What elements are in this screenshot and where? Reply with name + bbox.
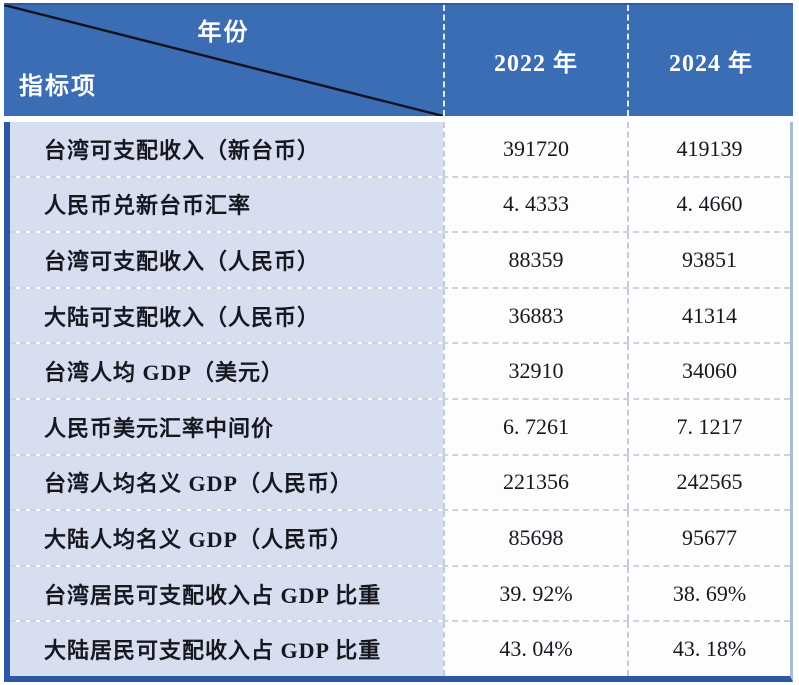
table-body: 台湾可支配收入（新台币） 391720 419139 人民币兑新台币汇率 4. … bbox=[4, 122, 793, 682]
row-indicator-label: 大陆居民可支配收入占 GDP 比重 bbox=[10, 622, 443, 676]
row-value-2022: 32910 bbox=[443, 344, 627, 398]
table-row: 人民币美元汇率中间价 6. 7261 7. 1217 bbox=[10, 397, 790, 454]
row-indicator-label: 人民币美元汇率中间价 bbox=[10, 399, 443, 454]
table-header: 年份 指标项 2022 年 2024 年 bbox=[4, 3, 793, 116]
table-row: 台湾人均 GDP（美元） 32910 34060 bbox=[10, 342, 790, 398]
table-row: 大陆居民可支配收入占 GDP 比重 43. 04% 43. 18% bbox=[10, 620, 790, 676]
row-value-2022: 221356 bbox=[443, 455, 627, 510]
header-col-2022: 2022 年 bbox=[443, 5, 627, 116]
row-value-2024: 38. 69% bbox=[627, 566, 790, 621]
table-row: 台湾可支配收入（新台币） 391720 419139 bbox=[10, 122, 790, 176]
row-indicator-label: 台湾可支配收入（新台币） bbox=[10, 122, 443, 176]
row-value-2022: 6. 7261 bbox=[443, 399, 627, 454]
header-col-2024: 2024 年 bbox=[627, 5, 793, 116]
row-value-2022: 36883 bbox=[443, 288, 627, 343]
row-indicator-label: 台湾人均 GDP（美元） bbox=[10, 344, 443, 398]
row-value-2022: 4. 4333 bbox=[443, 177, 627, 232]
header-indicator-label: 指标项 bbox=[19, 74, 97, 100]
table-row: 台湾人均名义 GDP（人民币） 221356 242565 bbox=[10, 453, 790, 510]
row-value-2024: 43. 18% bbox=[627, 622, 790, 676]
row-value-2022: 88359 bbox=[443, 233, 627, 287]
row-indicator-label: 人民币兑新台币汇率 bbox=[10, 177, 443, 232]
header-corner-cell: 年份 指标项 bbox=[4, 5, 443, 116]
row-value-2024: 242565 bbox=[627, 455, 790, 510]
table-row: 台湾居民可支配收入占 GDP 比重 39. 92% 38. 69% bbox=[10, 564, 790, 621]
row-indicator-label: 台湾人均名义 GDP（人民币） bbox=[10, 455, 443, 510]
table-row: 大陆可支配收入（人民币） 36883 41314 bbox=[10, 286, 790, 343]
row-value-2024: 93851 bbox=[627, 233, 790, 287]
row-indicator-label: 大陆人均名义 GDP（人民币） bbox=[10, 511, 443, 565]
row-value-2022: 85698 bbox=[443, 511, 627, 565]
row-value-2024: 419139 bbox=[627, 122, 790, 176]
row-value-2024: 7. 1217 bbox=[627, 399, 790, 454]
row-value-2024: 4. 4660 bbox=[627, 177, 790, 232]
row-value-2024: 34060 bbox=[627, 344, 790, 398]
row-value-2022: 391720 bbox=[443, 122, 627, 176]
row-indicator-label: 台湾可支配收入（人民币） bbox=[10, 233, 443, 287]
row-indicator-label: 大陆可支配收入（人民币） bbox=[10, 288, 443, 343]
header-year-label: 年份 bbox=[197, 20, 250, 46]
row-value-2024: 41314 bbox=[627, 288, 790, 343]
row-value-2022: 43. 04% bbox=[443, 622, 627, 676]
table-row: 人民币兑新台币汇率 4. 4333 4. 4660 bbox=[10, 175, 790, 232]
row-value-2022: 39. 92% bbox=[443, 566, 627, 621]
row-value-2024: 95677 bbox=[627, 511, 790, 565]
table-row: 台湾可支配收入（人民币） 88359 93851 bbox=[10, 231, 790, 287]
table-row: 大陆人均名义 GDP（人民币） 85698 95677 bbox=[10, 509, 790, 565]
diagonal-divider-line bbox=[4, 5, 443, 116]
row-indicator-label: 台湾居民可支配收入占 GDP 比重 bbox=[10, 566, 443, 621]
